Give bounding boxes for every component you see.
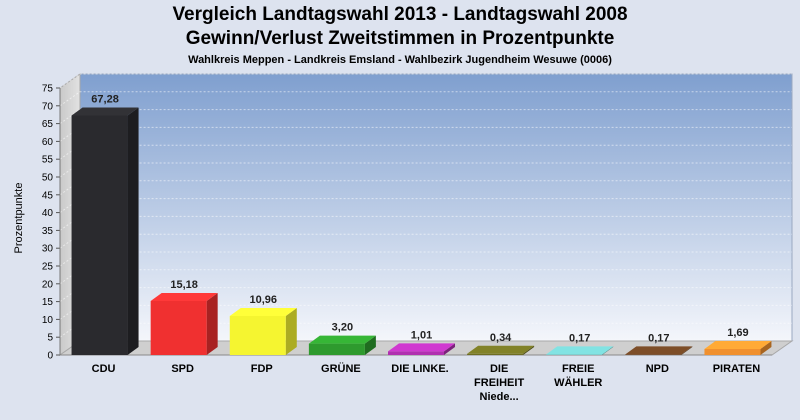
y-tick-label: 20 (42, 279, 54, 290)
bar-front (71, 115, 128, 355)
y-tick-label: 75 (42, 84, 54, 95)
category-label: CDU (92, 363, 116, 375)
bar-top (467, 345, 535, 354)
bar-side (285, 307, 297, 355)
bar-top (229, 307, 297, 316)
bar-side (523, 345, 535, 355)
data-label: 0,17 (569, 332, 590, 344)
bar-top (625, 346, 693, 355)
y-tick-label: 70 (42, 101, 54, 112)
bar-top (71, 107, 139, 116)
bar (546, 346, 614, 355)
y-tick-label: 15 (42, 297, 54, 308)
data-label: 1,01 (411, 329, 432, 341)
bar-front (229, 315, 286, 355)
data-label: 10,96 (250, 294, 278, 306)
chart-subtitle: Wahlkreis Meppen - Landkreis Emsland - W… (188, 54, 612, 66)
bar-front (308, 343, 365, 355)
category-label: GRÜNE (321, 362, 361, 375)
data-label: 67,28 (91, 93, 119, 105)
chart-title-line2: Gewinn/Verlust Zweitstimmen in Prozentpu… (185, 28, 615, 49)
category-label: DIE LINKE. (391, 363, 448, 375)
y-tick-label: 35 (42, 226, 54, 237)
bar-side (127, 107, 139, 355)
category-label: DIE FREIHEIT Niede... (474, 363, 524, 403)
y-tick-label: 45 (42, 190, 54, 201)
y-tick-label: 0 (47, 351, 53, 362)
bar-side (760, 340, 772, 355)
grid-line (59, 91, 792, 107)
bar-front (388, 351, 444, 355)
bar-side (206, 292, 218, 355)
bar-side (364, 335, 376, 355)
y-tick-label: 30 (42, 244, 54, 255)
bar-front (150, 300, 207, 355)
y-axis-label: Prozentpunkte (13, 183, 25, 254)
data-label: 0,34 (490, 332, 512, 344)
bar-side (681, 346, 693, 355)
bar-top (150, 292, 218, 301)
chart-title: Vergleich Landtagswahl 2013 - Landtagswa… (172, 4, 628, 25)
bar-top (388, 343, 455, 352)
data-label: 3,20 (332, 322, 353, 334)
bar (625, 346, 693, 355)
bar-front (546, 354, 603, 355)
bar-front (625, 354, 682, 355)
bar (388, 343, 455, 355)
category-label: SPD (171, 363, 194, 375)
y-tick-label: 65 (42, 119, 54, 130)
bar-front (704, 348, 761, 355)
data-label: 15,18 (170, 279, 198, 291)
bar-top (308, 335, 376, 344)
category-label: FREIE WÄHLER (554, 363, 602, 389)
bar (704, 340, 772, 355)
bar-front (467, 353, 524, 355)
data-label: 0,17 (648, 332, 669, 344)
bar-top (704, 340, 772, 349)
bar (229, 307, 297, 355)
category-label: FDP (251, 363, 273, 375)
grid-line (59, 73, 792, 89)
bar-side (444, 343, 455, 355)
y-tick-label: 40 (42, 208, 54, 219)
y-tick-label: 10 (42, 315, 54, 326)
y-tick-label: 55 (42, 155, 54, 166)
category-label: NPD (646, 363, 669, 375)
bar-side (602, 346, 614, 355)
y-tick-label: 50 (42, 173, 54, 184)
data-label: 1,69 (727, 327, 748, 339)
category-label: PIRATEN (713, 363, 761, 375)
y-tick-label: 60 (42, 137, 54, 148)
bar-top (546, 346, 614, 355)
bar (308, 335, 376, 355)
bar (71, 107, 139, 355)
bar (467, 345, 535, 355)
bar (150, 292, 218, 355)
y-tick-label: 25 (42, 262, 54, 273)
y-tick-label: 5 (47, 333, 53, 344)
